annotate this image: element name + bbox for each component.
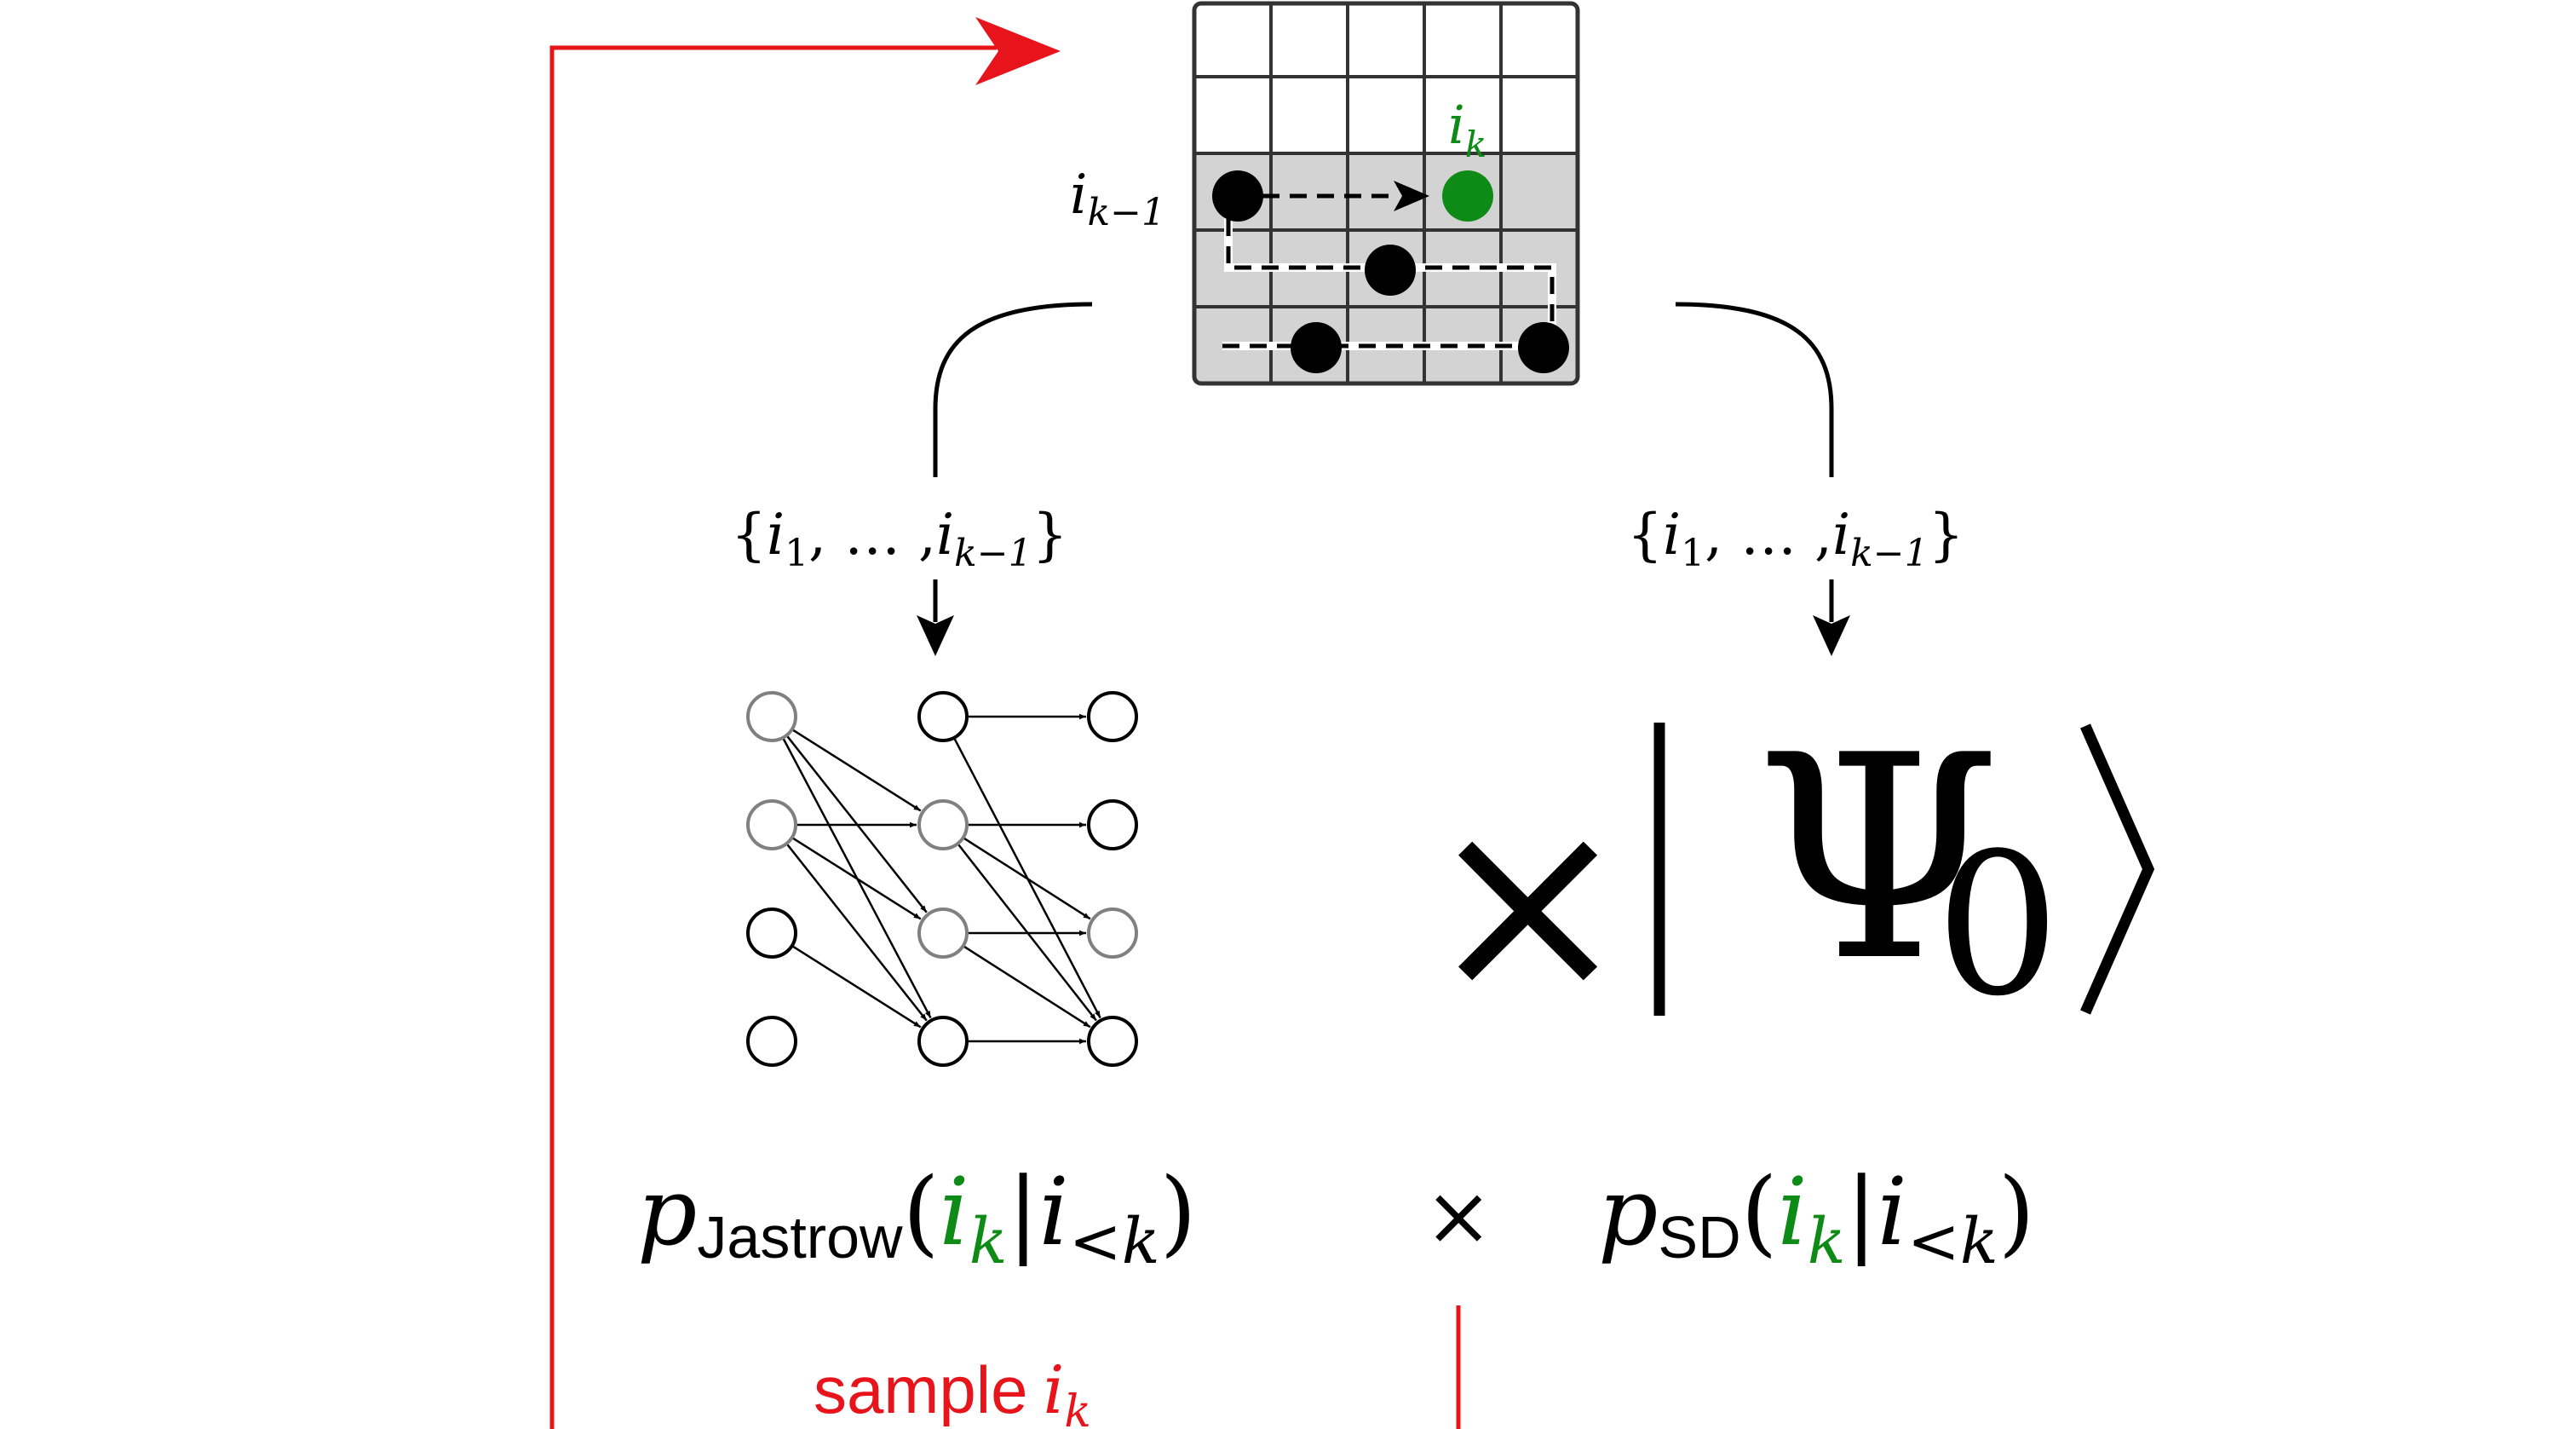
label-site-current: ik xyxy=(1448,94,1486,165)
branch-right xyxy=(1675,302,1834,477)
network-node xyxy=(1087,1016,1138,1067)
psi-symbol: Ψ xyxy=(1755,695,2001,1023)
network-node xyxy=(917,691,969,742)
site-occupied xyxy=(1291,322,1342,373)
branch-curves xyxy=(933,302,1834,477)
network-node xyxy=(917,1016,969,1067)
network-node xyxy=(746,1016,797,1067)
network-edge xyxy=(791,836,922,920)
network-edge xyxy=(791,944,922,1029)
site-occupied xyxy=(1212,170,1263,222)
conditioning-set-left: {i1, … ,ik−1} xyxy=(731,502,1068,575)
snake-path-arrowhead xyxy=(1394,181,1429,211)
network-edge xyxy=(962,837,1091,920)
network-edge xyxy=(785,843,928,1022)
formula-sd: pSD(ik|i<k) xyxy=(1598,1157,2035,1278)
branch-left xyxy=(933,302,1093,477)
network-node xyxy=(917,908,969,959)
network-edge xyxy=(962,945,1091,1029)
network-node xyxy=(1087,908,1138,959)
network-node xyxy=(1087,799,1138,850)
formula-jastrow: pJastrow(ik|i<k) xyxy=(637,1157,1197,1278)
network-node xyxy=(746,691,797,742)
down-arrow-left-head xyxy=(917,615,954,656)
down-arrows xyxy=(917,579,1850,656)
network-node xyxy=(1087,691,1138,742)
site-current xyxy=(1442,170,1493,222)
formula-times: × xyxy=(1424,1168,1492,1264)
snake-path xyxy=(1222,192,1555,349)
down-arrow-right-head xyxy=(1813,615,1850,656)
network-edge xyxy=(791,728,922,812)
psi-subscript: 0 xyxy=(1935,812,2060,1040)
site-occupied xyxy=(1365,245,1416,296)
loop-arrowhead xyxy=(975,17,1061,85)
lattice: ik ik−1 xyxy=(1070,1,1580,386)
neural-network xyxy=(746,691,1138,1067)
network-node xyxy=(746,908,797,959)
site-occupied xyxy=(1518,322,1569,373)
network-nodes xyxy=(746,691,1138,1067)
loop-path xyxy=(549,45,1461,1429)
ket-angle xyxy=(2080,723,2155,1015)
label-site-previous: ik−1 xyxy=(1070,164,1165,234)
network-node xyxy=(746,799,797,850)
slater-determinant-state: × Ψ 0 xyxy=(1424,695,2155,1047)
loop-label: sample ik xyxy=(814,1352,1091,1429)
lattice-border xyxy=(1192,1,1580,386)
network-edges xyxy=(781,713,1101,1045)
conditioning-set-right: {i1, … ,ik−1} xyxy=(1627,502,1964,575)
network-node xyxy=(917,799,969,850)
sampling-loop: sample ik xyxy=(549,17,1461,1429)
lattice-grid-lines xyxy=(1194,3,1578,383)
times-symbol-large: × xyxy=(1424,760,1631,1047)
